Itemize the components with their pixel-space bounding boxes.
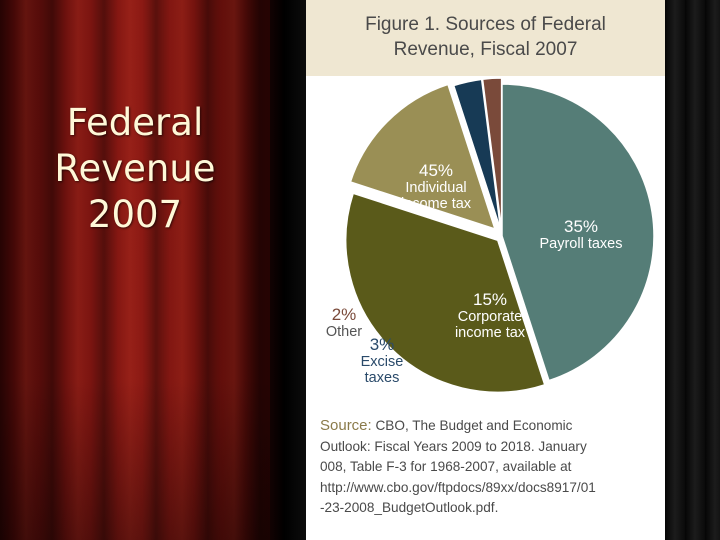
left-curtain [0,0,270,540]
source-label: Source: [320,417,372,434]
slide-title-line: 2007 [87,193,183,236]
slice-category-label: Corporate [458,309,522,325]
slice-percent-label: 15% [473,290,507,309]
figure-title-line: Figure 1. Sources of Federal [365,14,606,35]
slice-category-label: Individual [405,180,466,196]
slice-category-label: Payroll taxes [539,236,622,252]
source-line: -23-2008_BudgetOutlook.pdf. [320,500,499,515]
slice-percent-label: 35% [564,217,598,236]
slice-category-label: Other [326,324,362,340]
source-line: CBO, The Budget and Economic [375,418,573,433]
figure-title-line: Revenue, Fiscal 2007 [393,39,578,60]
pie-slice [452,78,502,231]
curtain-gap [270,0,306,540]
slice-percent-label: 45% [419,161,453,180]
slice-category-label: taxes [365,370,400,386]
source-note: Source: CBO, The Budget and Economic Out… [320,416,660,519]
source-line: Outlook: Fiscal Years 2009 to 2018. Janu… [320,438,587,454]
source-line: 008, Table F-3 for 1968-2007, available … [320,459,572,474]
figure-panel: Figure 1. Sources of Federal Revenue, Fi… [306,0,665,540]
slide-title-line: Federal [66,101,204,144]
pie-slice [349,83,497,231]
pie-slice [501,83,655,382]
slice-percent-label: 2% [332,305,357,324]
pie-slice [345,192,546,393]
slice-percent-label: 3% [370,335,395,354]
pie-slice [481,77,503,231]
figure-header [306,0,665,76]
source-line: http://www.cbo.gov/ftpdocs/89xx/docs8917… [320,479,596,495]
slide-title-line: Revenue [54,147,216,190]
slice-category-label: income tax [401,196,472,212]
figure-title: Figure 1. Sources of Federal Revenue, Fi… [306,12,665,62]
slide-title: Federal Revenue 2007 [20,100,250,238]
right-curtain [665,0,720,540]
slice-category-label: income tax [455,325,526,341]
slice-category-label: Excise [361,354,404,370]
